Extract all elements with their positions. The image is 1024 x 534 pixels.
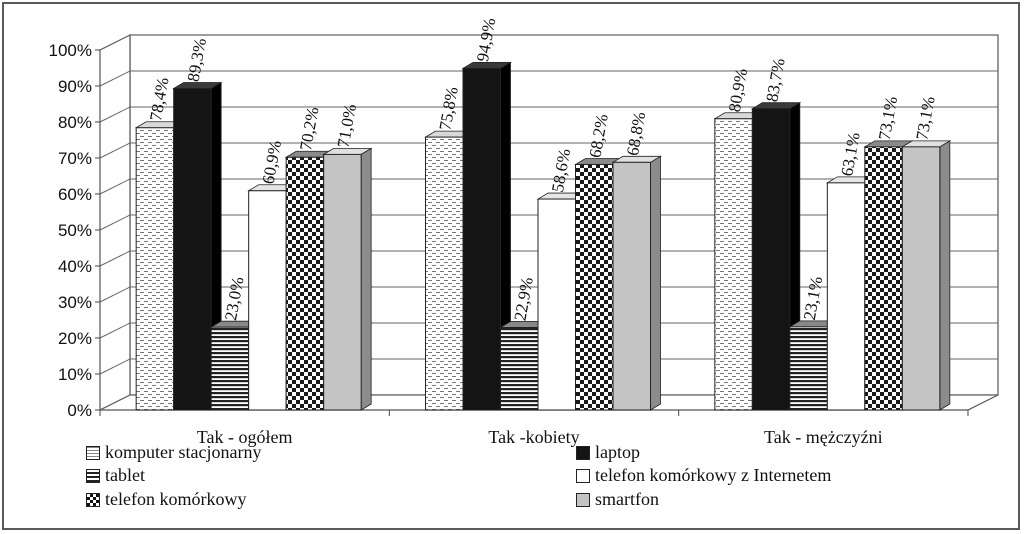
bars [134, 61, 952, 411]
bar-side [650, 155, 661, 411]
y-tick-label: 20% [58, 329, 92, 348]
y-tick-label: 40% [58, 257, 92, 276]
gridline-side [99, 106, 131, 123]
bar-front [323, 153, 362, 411]
bar-front [751, 108, 791, 411]
bar [750, 101, 802, 411]
y-tick-label: 0% [67, 401, 92, 420]
bar-front [248, 190, 287, 411]
category-label: Tak - mężczyźni [764, 427, 883, 447]
bar-front [210, 326, 250, 411]
gridline-side [99, 142, 131, 159]
category-labels: Tak - ogółem Tak -kobiety Tak - mężczyźni [197, 427, 883, 447]
bar-front [575, 163, 614, 411]
category-label: Tak - ogółem [197, 427, 293, 447]
bar-side [939, 140, 951, 411]
bar-front [826, 182, 866, 411]
bar-front [789, 326, 828, 411]
bar-front [462, 67, 501, 411]
bar-front [864, 146, 903, 411]
y-tick-label: 50% [58, 221, 92, 240]
gridline-side [99, 394, 131, 411]
bar-front [537, 198, 576, 411]
y-tick-label: 80% [58, 113, 92, 132]
gridline-side [99, 286, 131, 303]
gridline-side [99, 34, 131, 51]
bar-front [500, 327, 539, 411]
category-label: Tak -kobiety [488, 427, 579, 447]
gridline-side [99, 250, 131, 267]
gridline-side [99, 358, 131, 375]
y-tick-label: 60% [58, 185, 92, 204]
gridline-side [99, 322, 131, 339]
gridline-side [99, 70, 131, 87]
bar [611, 155, 662, 411]
gridline-side [99, 214, 131, 231]
bar-front [425, 136, 464, 411]
y-axis-ticks: 0% 10% 20% 30% 40% 50% 60% 70% 80% 90% 100% [49, 41, 100, 420]
bar-front [612, 161, 651, 411]
y-tick-label: 70% [58, 149, 92, 168]
y-tick-label: 90% [58, 77, 92, 96]
bar [322, 147, 373, 411]
y-tick-label: 10% [58, 365, 92, 384]
y-tick-label: 30% [58, 293, 92, 312]
bar-front [285, 156, 325, 411]
bar [900, 140, 952, 411]
bar-front [173, 88, 212, 411]
y-tick-label: 100% [49, 41, 92, 60]
bar-side [360, 147, 372, 411]
bar-front [135, 127, 175, 411]
bar-front [714, 118, 753, 411]
gridline-side [99, 178, 131, 195]
bar-front [901, 146, 941, 411]
